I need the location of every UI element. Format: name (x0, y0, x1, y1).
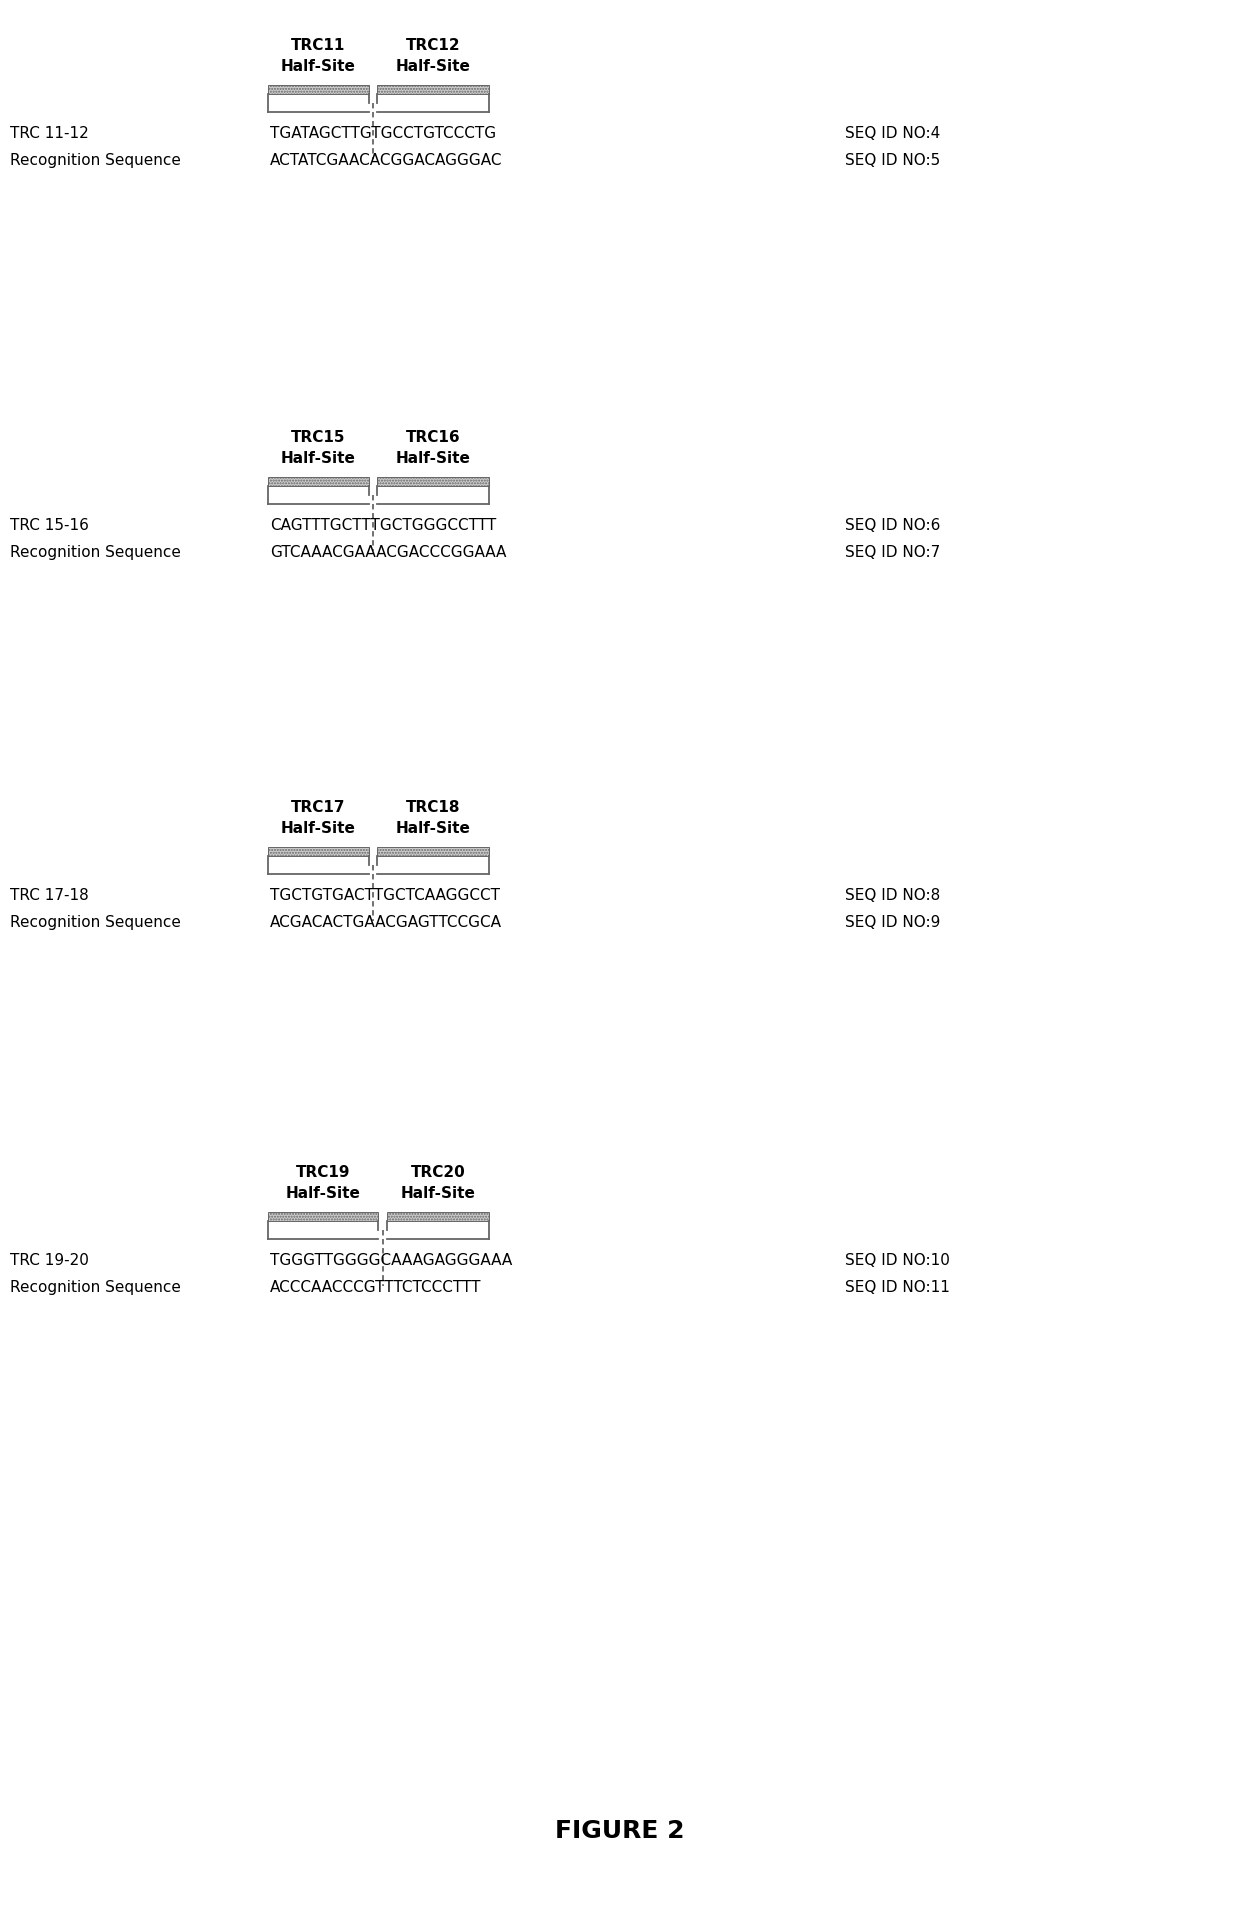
Bar (377, 478, 489, 485)
Text: ACTATCGAACACGGACAGGGAC: ACTATCGAACACGGACAGGGAC (270, 153, 502, 168)
Text: TRC18: TRC18 (405, 801, 460, 814)
Bar (387, 1212, 489, 1221)
Bar (268, 1212, 378, 1221)
Text: SEQ ID NO:6: SEQ ID NO:6 (844, 518, 940, 533)
Text: TRC19: TRC19 (296, 1166, 351, 1179)
Text: Recognition Sequence: Recognition Sequence (10, 153, 181, 168)
Text: Half-Site: Half-Site (401, 1187, 475, 1200)
Text: Half-Site: Half-Site (396, 59, 470, 75)
Text: SEQ ID NO:4: SEQ ID NO:4 (844, 126, 940, 141)
Text: SEQ ID NO:9: SEQ ID NO:9 (844, 915, 940, 931)
Text: TRC11: TRC11 (291, 38, 346, 54)
Text: SEQ ID NO:5: SEQ ID NO:5 (844, 153, 940, 168)
Text: CAGTTTGCTTTGCTGGGCCTTT: CAGTTTGCTTTGCTGGGCCTTT (270, 518, 496, 533)
Text: Half-Site: Half-Site (280, 822, 356, 835)
Text: TRC20: TRC20 (410, 1166, 465, 1179)
Text: ACCCAACCCGTTTCTCCCTTT: ACCCAACCCGTTTCTCCCTTT (270, 1280, 481, 1296)
Text: Half-Site: Half-Site (280, 451, 356, 466)
Text: TGATAGCTTGTGCCTGTCCCTG: TGATAGCTTGTGCCTGTCCCTG (270, 126, 496, 141)
Text: TGGGTTGGGGCAAAGAGGGAAA: TGGGTTGGGGCAAAGAGGGAAA (270, 1254, 512, 1269)
Text: TRC16: TRC16 (405, 430, 460, 445)
Bar (377, 84, 489, 94)
Text: TRC17: TRC17 (291, 801, 346, 814)
Text: Recognition Sequence: Recognition Sequence (10, 915, 181, 931)
Text: GTCAAACGAAACGACCCGGAAA: GTCAAACGAAACGACCCGGAAA (270, 545, 506, 560)
Text: TRC 17-18: TRC 17-18 (10, 889, 89, 904)
Text: TGCTGTGACTTGCTCAAGGCCT: TGCTGTGACTTGCTCAAGGCCT (270, 889, 500, 904)
Bar (377, 847, 489, 856)
Bar (268, 478, 368, 485)
Text: ACGACACTGAACGAGTTCCGCA: ACGACACTGAACGAGTTCCGCA (270, 915, 502, 931)
Text: SEQ ID NO:7: SEQ ID NO:7 (844, 545, 940, 560)
Text: TRC 15-16: TRC 15-16 (10, 518, 89, 533)
Bar (268, 84, 368, 94)
Text: TRC15: TRC15 (291, 430, 346, 445)
Text: FIGURE 2: FIGURE 2 (556, 1819, 684, 1842)
Text: Recognition Sequence: Recognition Sequence (10, 1280, 181, 1296)
Text: SEQ ID NO:10: SEQ ID NO:10 (844, 1254, 950, 1269)
Text: TRC12: TRC12 (405, 38, 460, 54)
Text: SEQ ID NO:11: SEQ ID NO:11 (844, 1280, 950, 1296)
Text: Half-Site: Half-Site (396, 822, 470, 835)
Bar (268, 847, 368, 856)
Text: TRC 19-20: TRC 19-20 (10, 1254, 89, 1269)
Text: Recognition Sequence: Recognition Sequence (10, 545, 181, 560)
Text: SEQ ID NO:8: SEQ ID NO:8 (844, 889, 940, 904)
Text: Half-Site: Half-Site (280, 59, 356, 75)
Text: Half-Site: Half-Site (396, 451, 470, 466)
Text: Half-Site: Half-Site (285, 1187, 361, 1200)
Text: TRC 11-12: TRC 11-12 (10, 126, 89, 141)
